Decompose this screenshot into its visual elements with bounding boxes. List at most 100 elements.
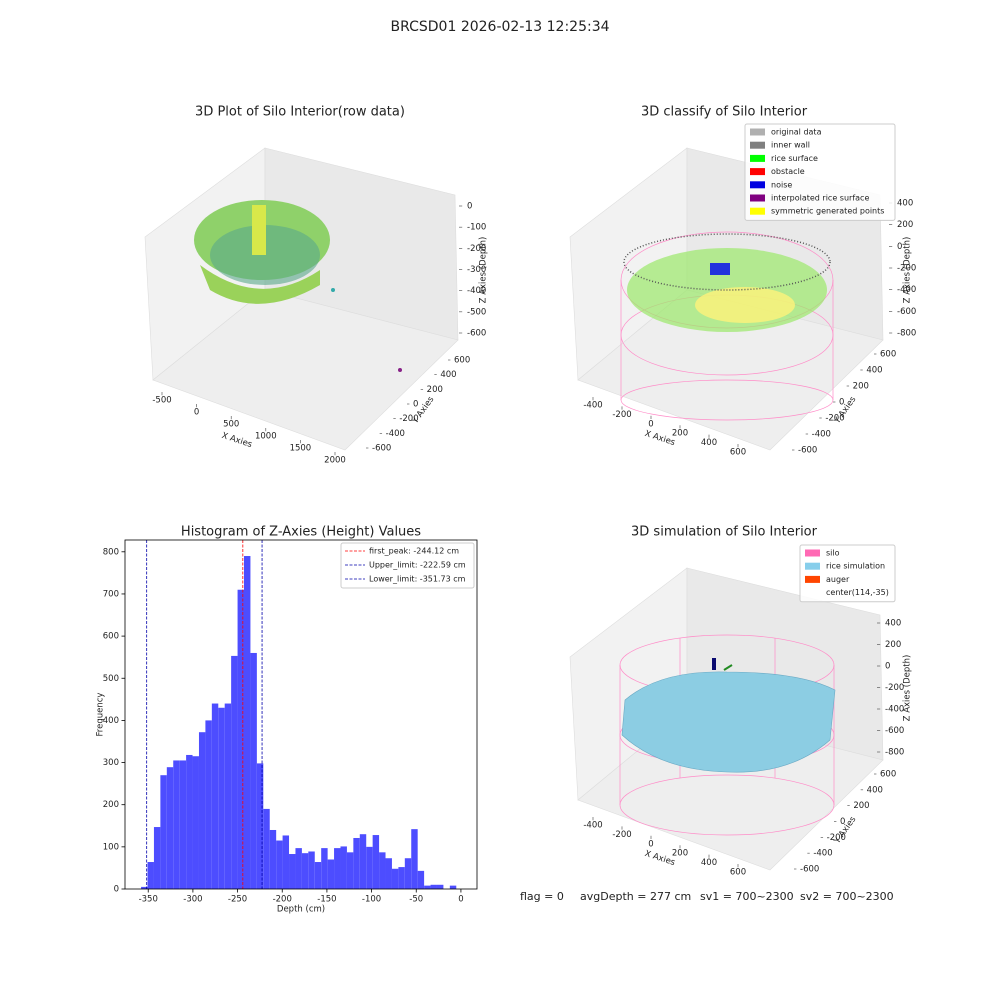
tick-label: -400	[885, 705, 904, 715]
tick-label: 600	[730, 868, 746, 878]
bar	[346, 852, 354, 889]
tick-label: -400	[583, 401, 602, 411]
tick-label: 600	[880, 770, 896, 780]
legend-swatch	[750, 207, 765, 215]
plot-frame	[124, 539, 478, 890]
tick-label: 0	[194, 408, 199, 418]
bar	[321, 848, 328, 889]
tick-label: 200	[672, 429, 688, 439]
tick-label: 0	[885, 662, 890, 672]
tick-label: -600	[372, 444, 391, 454]
legend-label: rice surface	[771, 154, 818, 163]
bar	[256, 763, 264, 889]
bar	[430, 884, 437, 889]
tick-label: 2000	[324, 456, 346, 466]
bar	[417, 870, 425, 889]
y-axis-label: Frequency	[96, 693, 106, 737]
bar	[314, 862, 322, 889]
bar	[231, 655, 238, 889]
x-tick-label: -50	[409, 895, 423, 905]
legend-swatch	[805, 549, 820, 557]
x-tick-label: -250	[228, 895, 247, 905]
bar	[211, 703, 219, 889]
tick-label: 200	[885, 640, 901, 650]
x-tick-label: -200	[273, 895, 292, 905]
tick-label: -600	[885, 726, 904, 736]
legend-label: first_peak: -244.12 cm	[369, 547, 459, 556]
bar	[449, 885, 457, 889]
bar	[398, 867, 405, 889]
tick-label: 0	[840, 817, 845, 827]
bar	[218, 707, 225, 889]
chart-title: 3D simulation of Silo Interior	[631, 525, 818, 540]
bar	[224, 703, 232, 889]
tick-label: 200	[897, 220, 913, 230]
bar	[205, 720, 212, 889]
bar	[424, 885, 431, 889]
legend-label: noise	[771, 180, 792, 189]
bar	[366, 846, 373, 889]
tick-label: -200	[612, 410, 631, 420]
tick-label: 400	[867, 785, 883, 795]
legend-swatch	[805, 562, 820, 570]
legend-swatch	[750, 141, 765, 149]
legend-label: silo	[826, 549, 840, 558]
tick-label: -600	[800, 865, 819, 875]
scene-decoration	[144, 147, 884, 871]
y-tick-label: 400	[103, 716, 119, 726]
bar	[301, 853, 309, 889]
x-tick-label: -350	[139, 895, 158, 905]
bar	[141, 886, 148, 889]
bar	[276, 840, 283, 889]
legend-label: Upper_limit: -222.59 cm	[369, 561, 466, 570]
y-tick-label: 800	[103, 547, 119, 557]
legend-box	[340, 542, 475, 589]
bar	[237, 589, 245, 889]
tick-label: -400	[897, 285, 916, 295]
tick-label: 600	[454, 356, 470, 366]
tick-label: 400	[701, 438, 717, 448]
bar	[269, 829, 277, 889]
legend-box	[799, 544, 896, 603]
bar	[192, 756, 199, 889]
footer-text: sv2 = 700~2300	[800, 890, 894, 903]
bar	[372, 835, 380, 889]
bar	[359, 834, 367, 889]
tick-label: -200	[885, 683, 904, 693]
tick-label: 200	[427, 385, 443, 395]
tick-label: -400	[812, 430, 831, 440]
tick-label: 400	[897, 199, 913, 209]
tick-label: 200	[672, 849, 688, 859]
tick-label: -800	[897, 329, 916, 339]
tick-label: 600	[730, 448, 746, 458]
bar	[147, 862, 154, 889]
x-axis-label: Depth (cm)	[277, 905, 325, 915]
bar	[404, 858, 412, 889]
bar	[263, 808, 270, 889]
y-tick-label: 300	[103, 758, 119, 768]
tick-label: -400	[813, 849, 832, 859]
legend-label: inner wall	[771, 141, 810, 150]
footer-text: avgDepth = 277 cm	[580, 890, 691, 903]
tick-label: 1000	[255, 432, 277, 442]
chart-panel: 3D simulation of Silo Interior-400-20002…	[583, 525, 912, 878]
axis-label: Y Axies	[832, 394, 859, 426]
tick-label: 200	[853, 801, 869, 811]
tick-label: 500	[223, 420, 239, 430]
bar	[173, 760, 180, 889]
chart-panel: 3D classify of Silo Interior -400 -200 0 200…	[583, 105, 916, 458]
bar	[334, 848, 341, 889]
chart-title: 3D Plot of Silo Interior(row data)	[195, 105, 405, 120]
tick-label: -200	[467, 244, 486, 254]
legend-label: auger	[826, 575, 850, 584]
tick-label: -500	[152, 396, 171, 406]
footer-text: sv1 = 700~2300	[700, 890, 794, 903]
bar	[250, 652, 257, 889]
tick-label: 1500	[290, 444, 312, 454]
bar	[411, 829, 418, 889]
bar	[244, 556, 251, 889]
y-tick-label: 100	[103, 842, 119, 852]
tick-label: -100	[467, 223, 486, 233]
legend-label: original data	[771, 128, 822, 137]
bar	[198, 732, 206, 889]
